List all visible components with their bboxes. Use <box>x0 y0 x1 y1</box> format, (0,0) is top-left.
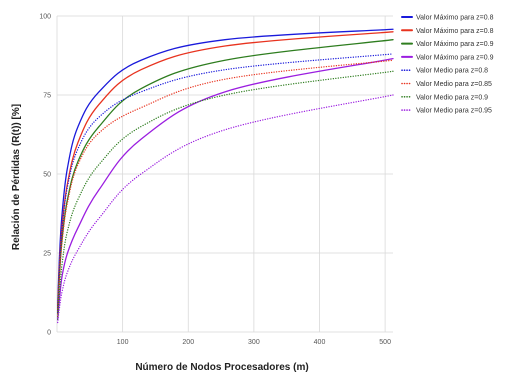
legend-label: Valor Medio para z=0.8 <box>416 68 488 75</box>
x-tick-label: 300 <box>248 339 260 346</box>
legend-label: Valor Máximo para z=0.8 <box>416 28 494 35</box>
legend-label: Valor Máximo para z=0.9 <box>416 54 494 61</box>
legend-label: Valor Medio para z=0.9 <box>416 94 488 101</box>
legend-label: Valor Máximo para z=0.8 <box>416 15 494 22</box>
y-tick-label: 75 <box>43 93 51 100</box>
series-line-2 <box>57 31 394 311</box>
legend: Valor Máximo para z=0.8 Valor Máximo para… <box>401 15 494 115</box>
y-tick-label: 0 <box>47 330 51 337</box>
y-tick-label: 100 <box>39 14 51 21</box>
y-axis-title: Relación de Pérdidas (R(t)) [%] <box>11 104 22 250</box>
series-line-8 <box>57 94 394 324</box>
grid <box>56 15 393 333</box>
series-lines <box>57 28 394 324</box>
legend-label: Valor Medio para z=0.95 <box>416 108 492 115</box>
x-axis-ticks: 100 200 300 400 500 <box>117 339 391 346</box>
legend-label: Valor Máximo para z=0.9 <box>416 41 494 48</box>
series-line-7 <box>57 70 394 321</box>
x-axis-title: Número de Nodos Procesadores (m) <box>135 362 308 373</box>
y-axis-ticks: 0 25 50 75 100 <box>39 14 51 337</box>
x-tick-label: 400 <box>314 339 326 346</box>
x-tick-label: 200 <box>182 339 194 346</box>
series-line-1 <box>57 28 394 308</box>
series-line-6 <box>57 59 394 317</box>
legend-label: Valor Medio para z=0.85 <box>416 81 492 88</box>
series-line-5 <box>57 53 394 314</box>
series-line-4 <box>57 58 394 321</box>
x-tick-label: 500 <box>379 339 391 346</box>
y-tick-label: 50 <box>43 172 51 179</box>
x-tick-label: 100 <box>117 339 129 346</box>
y-tick-label: 25 <box>43 251 51 258</box>
